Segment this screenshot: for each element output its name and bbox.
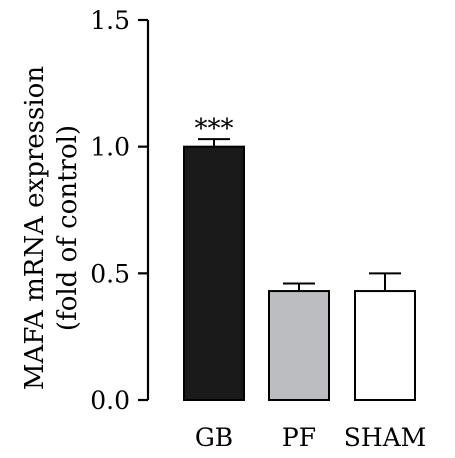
bar-pf: [268, 290, 330, 402]
y-tick-label: 0.5: [90, 259, 130, 288]
x-tick-label: PF: [282, 423, 316, 452]
plot-area: 0.0 0.5 1.0 1.5 GB *** PF SHAM: [90, 6, 426, 452]
bar-sham: [354, 290, 416, 402]
x-tick-label: GB: [195, 423, 233, 452]
y-tick-label: 1.5: [90, 6, 130, 35]
y-axis-label: MAFA mRNA expression (fold of control): [20, 66, 83, 390]
significance-marker: ***: [195, 114, 234, 144]
x-tick-label: SHAM: [344, 423, 427, 452]
bar-gb: [183, 145, 245, 401]
y-tick-label: 1.0: [90, 133, 130, 162]
y-tick-label: 0.0: [90, 386, 130, 415]
y-axis-label-line1: MAFA mRNA expression: [20, 66, 50, 390]
y-axis-label-line2: (fold of control): [53, 125, 83, 331]
